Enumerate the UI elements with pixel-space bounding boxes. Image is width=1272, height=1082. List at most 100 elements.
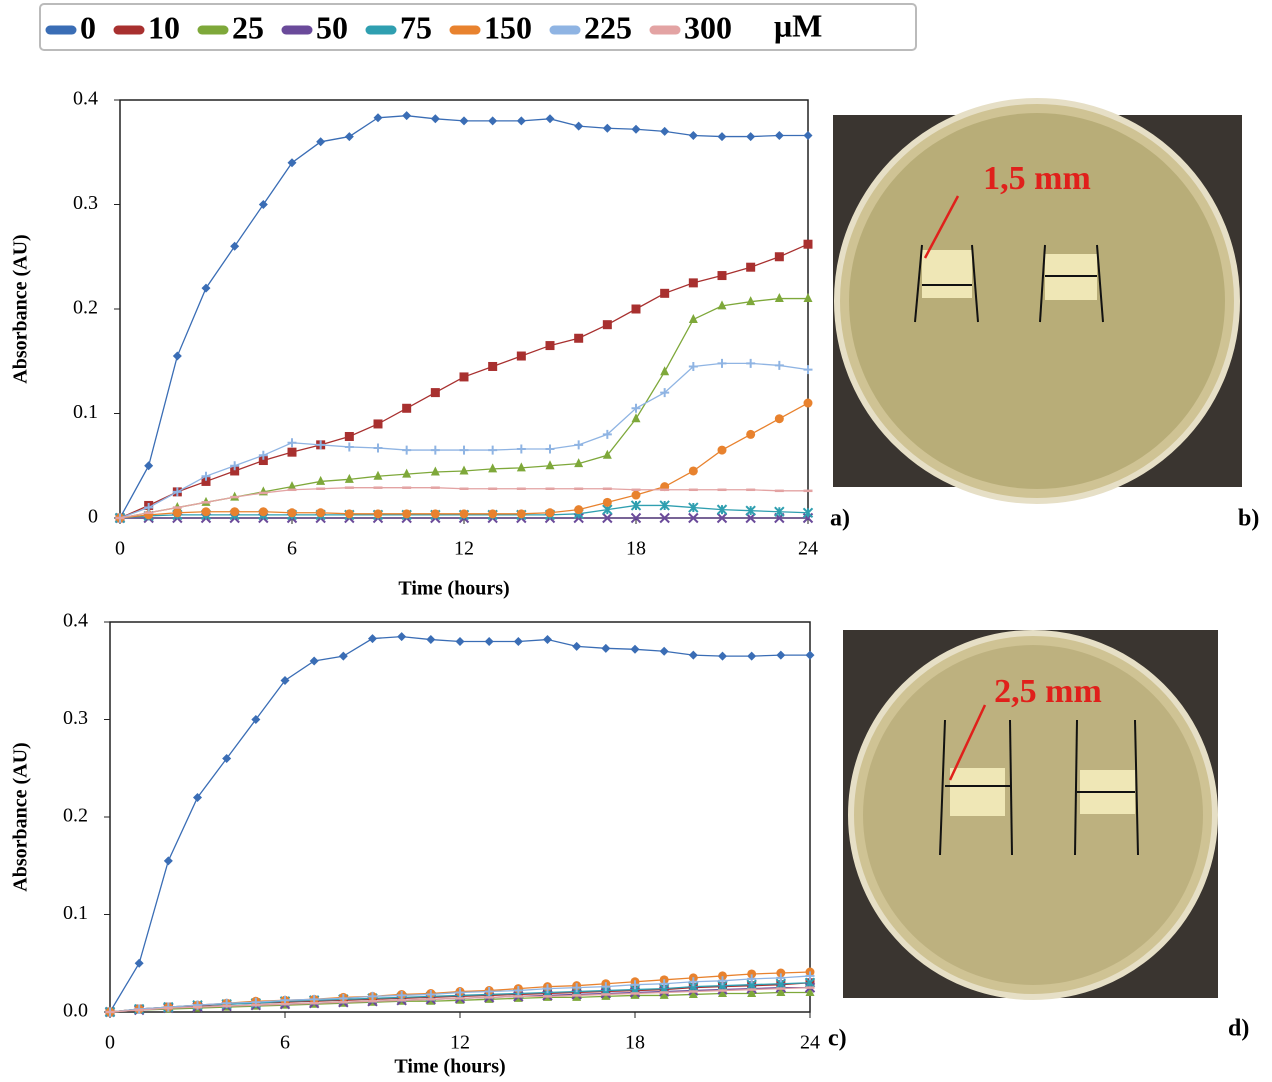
marker bbox=[716, 512, 728, 524]
marker bbox=[230, 466, 240, 476]
marker bbox=[172, 351, 182, 361]
marker bbox=[630, 980, 640, 990]
marker bbox=[280, 676, 290, 685]
marker bbox=[718, 987, 727, 997]
marker bbox=[688, 512, 699, 524]
marker bbox=[545, 114, 555, 124]
marker bbox=[172, 487, 182, 497]
marker bbox=[455, 637, 465, 646]
marker bbox=[373, 419, 383, 429]
panel-label: b) bbox=[1238, 506, 1259, 532]
legend-label: 300 bbox=[684, 9, 732, 45]
y-axis-label: Absorbance (AU) bbox=[10, 742, 32, 891]
marker bbox=[747, 974, 757, 984]
marker bbox=[688, 131, 698, 141]
y-tick-label: 0.4 bbox=[63, 610, 88, 632]
marker bbox=[373, 113, 383, 123]
legend-label: 225 bbox=[584, 9, 632, 45]
marker bbox=[430, 509, 440, 519]
marker bbox=[258, 450, 268, 460]
marker bbox=[488, 463, 498, 473]
marker bbox=[746, 296, 756, 306]
y-tick-label: 0.2 bbox=[73, 297, 98, 319]
marker bbox=[222, 754, 232, 763]
marker bbox=[659, 979, 669, 989]
marker bbox=[602, 320, 612, 330]
marker bbox=[430, 445, 440, 455]
marker bbox=[397, 632, 407, 642]
marker bbox=[774, 506, 785, 517]
marker bbox=[144, 503, 154, 513]
y-tick-label: 0.3 bbox=[63, 707, 88, 729]
marker bbox=[258, 456, 268, 466]
marker bbox=[574, 505, 584, 515]
marker bbox=[513, 637, 523, 646]
plot-frame bbox=[119, 99, 809, 519]
marker bbox=[746, 429, 756, 439]
marker bbox=[338, 651, 348, 661]
legend-label: 50 bbox=[316, 9, 348, 45]
y-tick-label: 0.1 bbox=[73, 401, 98, 423]
marker bbox=[172, 508, 182, 518]
x-tick-label: 18 bbox=[626, 538, 646, 560]
marker bbox=[803, 293, 813, 303]
legend-label: 25 bbox=[232, 9, 264, 45]
marker bbox=[631, 413, 641, 423]
marker bbox=[516, 444, 526, 454]
x-tick-label: 18 bbox=[625, 1032, 645, 1054]
marker bbox=[545, 508, 555, 518]
series bbox=[115, 239, 813, 523]
marker bbox=[688, 977, 698, 987]
x-tick-label: 0 bbox=[115, 538, 125, 560]
marker bbox=[745, 505, 756, 516]
marker bbox=[545, 444, 555, 454]
photo-annotation: 2,5 mm bbox=[994, 673, 1102, 710]
marker bbox=[368, 634, 377, 644]
x-tick-label: 12 bbox=[454, 538, 474, 560]
marker bbox=[747, 987, 757, 997]
marker bbox=[659, 500, 670, 511]
series-line bbox=[119, 362, 809, 519]
marker bbox=[484, 987, 494, 997]
marker bbox=[802, 507, 814, 518]
series bbox=[105, 632, 815, 1017]
legend-label: 10 bbox=[148, 9, 180, 45]
marker bbox=[402, 509, 412, 519]
marker bbox=[488, 361, 498, 371]
marker bbox=[602, 123, 612, 133]
photo-d bbox=[843, 630, 1218, 1000]
marker bbox=[484, 637, 494, 646]
series bbox=[105, 986, 815, 1014]
marker bbox=[201, 507, 211, 517]
marker bbox=[459, 465, 469, 475]
marker bbox=[659, 512, 670, 524]
marker bbox=[316, 137, 326, 147]
marker bbox=[455, 988, 465, 997]
marker bbox=[717, 358, 727, 368]
marker bbox=[230, 461, 240, 471]
marker bbox=[630, 644, 640, 654]
marker bbox=[316, 475, 326, 485]
marker bbox=[631, 403, 641, 413]
marker bbox=[718, 651, 727, 661]
marker bbox=[805, 971, 815, 981]
marker bbox=[402, 468, 412, 478]
x-tick-label: 12 bbox=[450, 1032, 470, 1054]
photo-b bbox=[833, 98, 1242, 504]
marker bbox=[459, 445, 469, 455]
marker bbox=[747, 969, 757, 979]
marker bbox=[746, 132, 756, 142]
marker bbox=[459, 116, 469, 126]
plot-frame bbox=[109, 621, 811, 1013]
panel-label: d) bbox=[1228, 1016, 1249, 1042]
marker bbox=[258, 200, 268, 209]
marker bbox=[572, 641, 582, 651]
series bbox=[115, 111, 813, 523]
marker bbox=[402, 111, 412, 121]
marker bbox=[803, 398, 813, 408]
marker bbox=[430, 388, 440, 398]
x-tick-label: 0 bbox=[105, 1032, 115, 1054]
marker bbox=[746, 358, 756, 368]
marker bbox=[717, 300, 727, 310]
